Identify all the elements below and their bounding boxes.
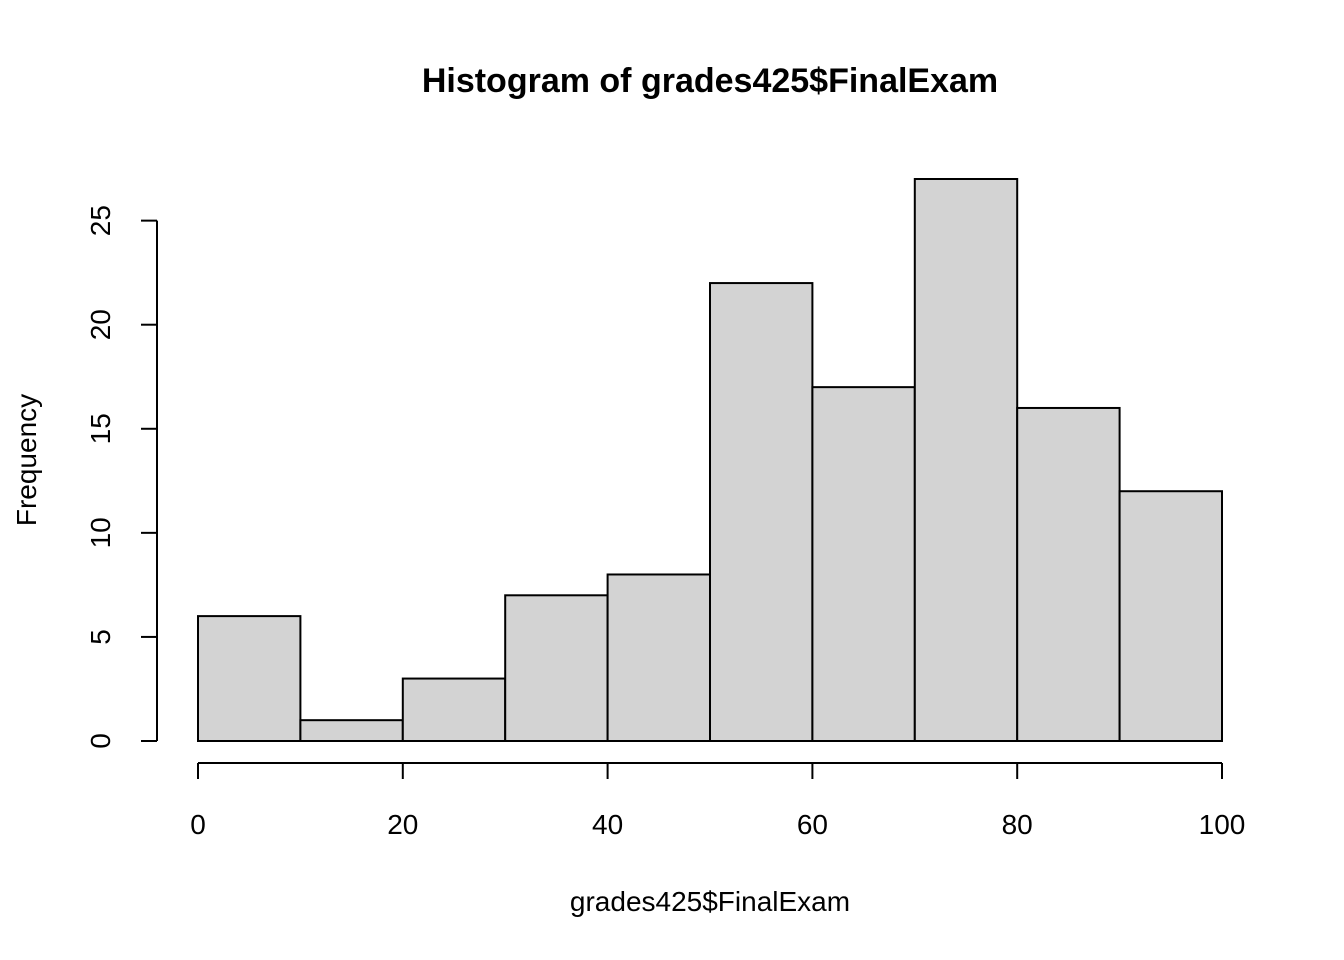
histogram-bar-60-70: [811, 386, 916, 742]
x-tick-label-20: 20: [387, 809, 418, 840]
x-axis-label: grades425$FinalExam: [570, 886, 850, 917]
y-tick-label-25: 25: [85, 205, 116, 236]
histogram-bar-30-40: [504, 594, 609, 743]
y-axis-label: Frequency: [11, 394, 42, 526]
bars: [197, 178, 1223, 743]
histogram-bar-0-10: [197, 615, 302, 742]
y-tick-label-5: 5: [85, 629, 116, 645]
histogram-bar-40-50: [606, 573, 711, 743]
x-axis: 0 20 40 60 80 100: [190, 762, 1246, 840]
x-tick-label-80: 80: [1002, 809, 1033, 840]
y-axis: 0 5 10 15 20 25: [85, 205, 158, 749]
histogram-bar-90-100: [1118, 490, 1223, 742]
histogram-bar-10-20: [299, 719, 404, 742]
y-tick-label-15: 15: [85, 413, 116, 444]
y-tick-label-0: 0: [85, 733, 116, 749]
x-tick-label-0: 0: [190, 809, 206, 840]
histogram-bar-50-60: [709, 282, 814, 742]
histogram-bar-80-90: [1016, 406, 1121, 742]
y-tick-label-20: 20: [85, 309, 116, 340]
y-tick-label-10: 10: [85, 517, 116, 548]
histogram-bar-70-80: [913, 178, 1019, 742]
x-tick-label-40: 40: [592, 809, 623, 840]
histogram-bar-20-30: [401, 677, 507, 742]
chart-title: Histogram of grades425$FinalExam: [422, 62, 998, 100]
x-tick-label-100: 100: [1199, 809, 1246, 840]
x-tick-label-60: 60: [797, 809, 828, 840]
